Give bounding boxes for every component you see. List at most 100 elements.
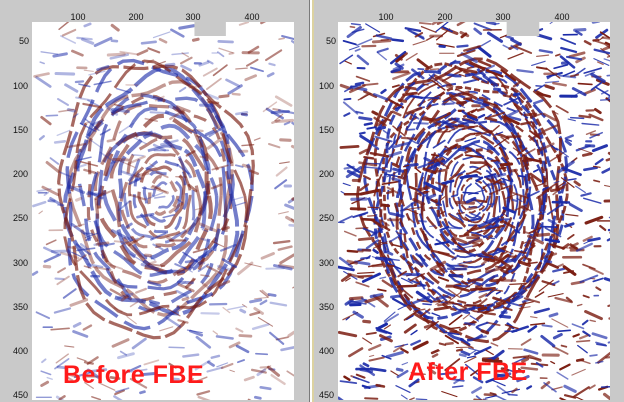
noise-streak [498,314,512,319]
noise-streak [207,360,215,367]
noise-streak [438,44,446,49]
noise-streak [484,224,500,230]
noise-streak [120,170,133,177]
noise-streak [478,362,491,365]
before-y-tick: 150 [13,125,29,135]
noise-streak [530,316,538,319]
noise-streak [416,58,430,69]
noise-streak [448,291,462,302]
before-y-tick: 50 [19,36,30,46]
noise-streak [55,353,69,364]
noise-streak [377,288,387,292]
noise-streak [43,246,60,256]
noise-streak [350,22,361,26]
noise-streak [578,114,592,119]
noise-streak [364,295,384,304]
noise-streak [456,49,476,58]
noise-streak [513,249,527,254]
noise-streak [547,218,557,225]
noise-streak [476,228,490,234]
noise-streak [435,181,447,187]
noise-streak [544,84,555,90]
noise-streak [493,136,509,148]
noise-streak [508,239,515,242]
noise-streak [182,353,200,358]
before-seismic-image [32,22,294,400]
noise-streak [355,227,369,230]
noise-streak [549,243,565,250]
noise-streak [380,219,390,227]
noise-streak [269,301,288,307]
noise-streak [274,95,293,107]
noise-streak [581,152,593,157]
noise-streak [504,324,519,330]
noise-streak [467,335,487,342]
noise-streak [436,22,445,25]
noise-streak [499,162,514,167]
noise-streak [229,369,235,373]
reflector-ring [460,177,489,214]
noise-streak [396,232,406,236]
noise-streak [572,333,580,338]
noise-streak [434,268,443,276]
noise-streak [81,37,95,45]
noise-streak [464,322,476,326]
noise-streak [386,150,403,158]
noise-streak [113,306,123,313]
before-x-tick: 200 [128,12,144,22]
noise-streak [76,247,96,252]
noise-streak [426,193,437,200]
noise-streak [582,330,591,337]
noise-streak [584,71,596,77]
noise-streak [441,225,450,231]
reflector-ring [462,181,486,209]
noise-streak [267,293,277,297]
noise-streak [73,223,85,228]
noise-streak [575,358,585,362]
noise-streak [133,136,147,145]
noise-streak [500,177,513,183]
noise-streak [93,242,104,247]
after-y-tick: 350 [319,302,335,312]
noise-streak [498,247,514,255]
noise-streak [152,143,167,152]
noise-streak [599,98,610,101]
noise-streak [444,145,452,151]
noise-streak [210,354,221,359]
noise-streak [339,145,360,149]
noise-streak [170,28,185,38]
noise-streak [33,72,50,78]
noise-streak [292,286,294,289]
noise-streak [478,289,493,293]
noise-streak [158,37,168,44]
noise-streak [492,349,505,360]
noise-streak [379,115,392,122]
noise-streak [279,253,294,265]
noise-streak [422,167,437,175]
noise-streak [367,263,383,268]
noise-streak [118,122,134,134]
noise-streak [83,265,92,269]
noise-streak [274,179,288,190]
noise-streak [429,68,440,71]
noise-streak [404,206,422,211]
noise-streak [291,196,294,201]
noise-streak [523,163,529,167]
noise-streak [66,107,76,113]
noise-streak [603,58,610,62]
noise-streak [253,137,261,141]
noise-streak [343,375,351,381]
noise-streak [140,40,157,45]
noise-streak [430,198,438,204]
noise-streak [490,342,499,347]
noise-streak [379,276,387,280]
noise-streak [444,342,454,346]
noise-streak [516,69,534,74]
noise-streak [346,259,358,265]
noise-streak [339,215,353,223]
noise-streak [84,118,100,132]
noise-streak [482,74,499,87]
reflector-ring [137,165,186,230]
noise-streak [40,370,52,376]
noise-streak [405,106,423,115]
